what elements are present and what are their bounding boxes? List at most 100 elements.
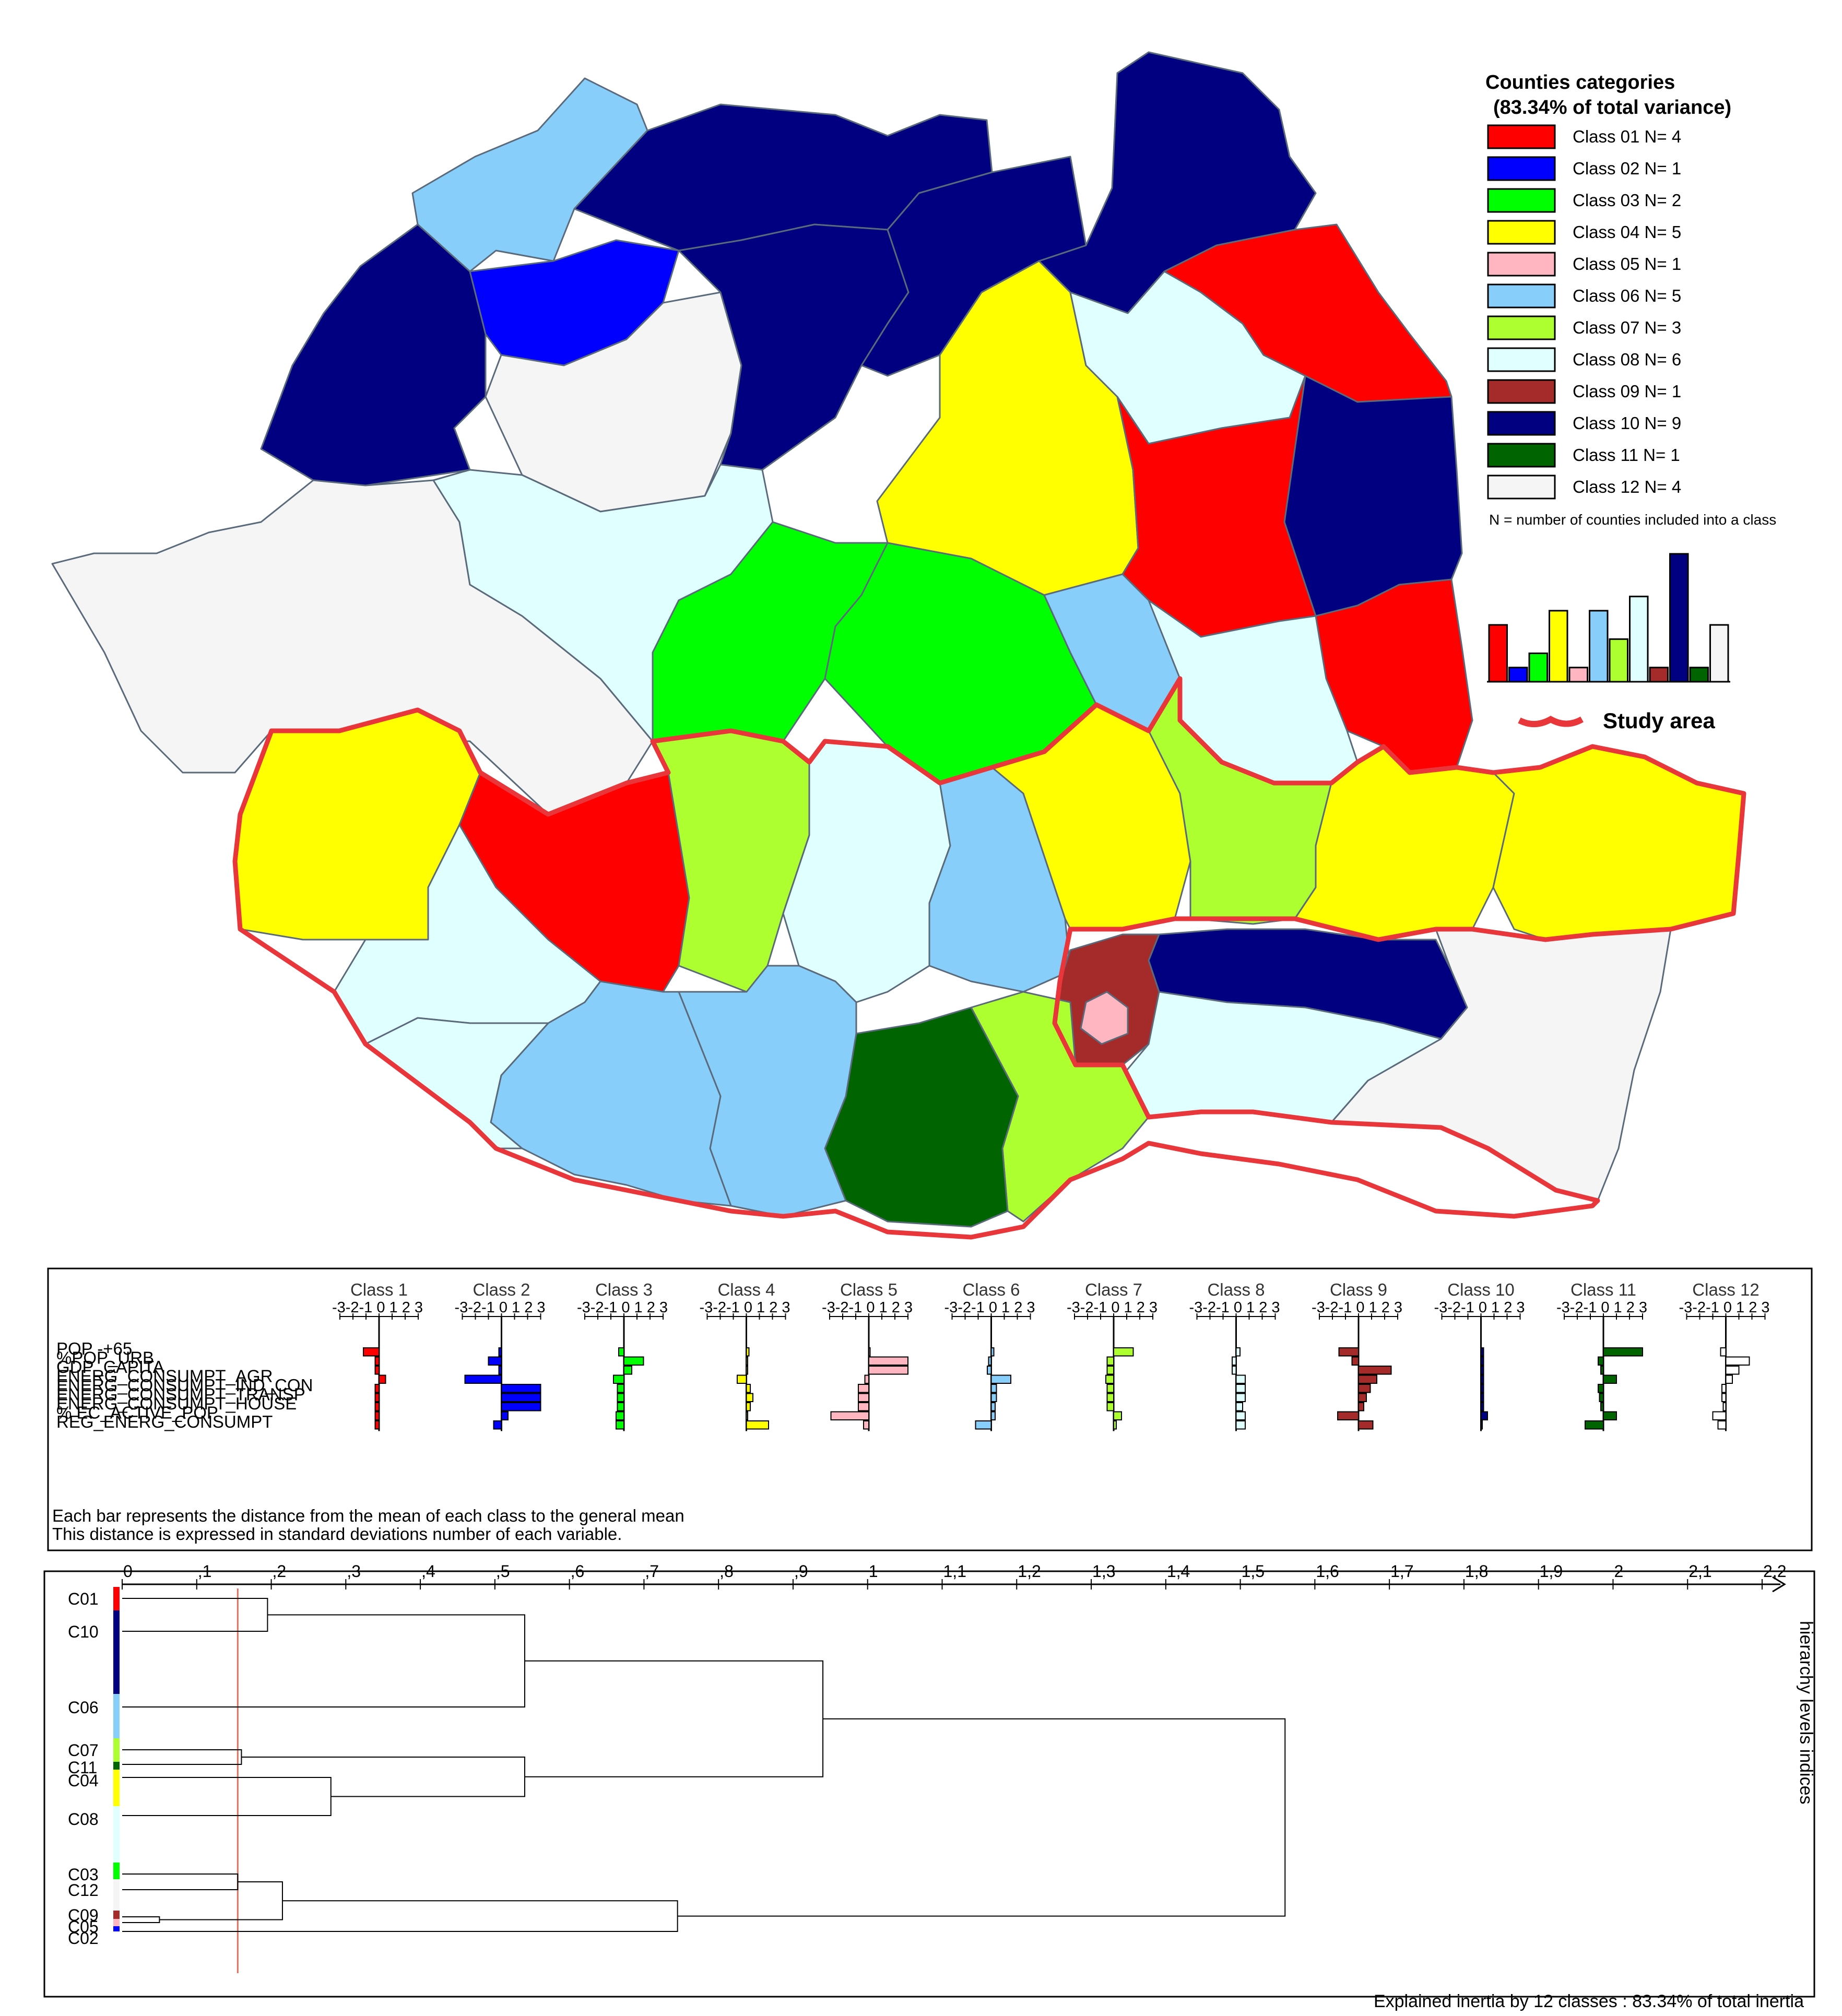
profile-bar — [374, 1420, 380, 1430]
dendrogram-tick-label: 2,1 — [1688, 1562, 1711, 1581]
dendrogram-tick-label: 1,8 — [1465, 1562, 1488, 1581]
dendrogram-tick-label: 0 — [123, 1562, 133, 1581]
profile-bar — [1235, 1393, 1246, 1402]
profile-bar — [1106, 1384, 1114, 1393]
legend-swatch — [1487, 411, 1556, 436]
profile-bar — [1232, 1366, 1237, 1375]
profile-axis-ticks: -3-2-1 0 1 2 3 — [1312, 1299, 1402, 1316]
profile-bar — [858, 1402, 869, 1412]
legend-item-label: Class 01 N= 4 — [1573, 127, 1681, 146]
dendrogram-leaf-color — [113, 1587, 120, 1610]
legend-swatch — [1487, 188, 1556, 213]
profile-bar — [1358, 1402, 1364, 1412]
profile-bar — [863, 1420, 869, 1430]
profile-bar — [501, 1393, 541, 1402]
profile-bar — [1725, 1374, 1733, 1384]
dendrogram-leaf-label: C03 — [68, 1865, 99, 1884]
dendrogram-tick-label: 2 — [1614, 1562, 1623, 1581]
profile-bar — [868, 1356, 908, 1366]
profile-bar — [488, 1356, 502, 1366]
dendrogram-footer: Explained inertia by 12 classes : 83.34%… — [1374, 1991, 1804, 2011]
profile-bar — [864, 1374, 869, 1384]
profile-bar — [1232, 1356, 1237, 1366]
dendrogram-tick-label: 1,7 — [1390, 1562, 1413, 1581]
dendrogram-leaf-label: C02 — [68, 1929, 99, 1948]
dendrogram-axis-arrow — [1772, 1576, 1786, 1593]
dendrogram-frame — [43, 1570, 1815, 1998]
legend-class-size-chart — [1487, 553, 1730, 683]
legend-item-label: Class 03 N= 2 — [1573, 191, 1681, 210]
class-profile-title: Class 10 — [1447, 1280, 1514, 1299]
profile-bar — [1106, 1402, 1114, 1412]
profile-bar — [858, 1384, 869, 1393]
class-size-bar — [1609, 638, 1628, 683]
profile-axis-ticks: -3-2-1 0 1 2 3 — [944, 1299, 1035, 1316]
profile-bar — [1113, 1420, 1117, 1430]
profile-bar — [374, 1366, 380, 1375]
profile-bar — [1603, 1347, 1643, 1357]
romania-map — [51, 51, 1746, 1240]
profile-bar — [1235, 1384, 1246, 1393]
class-size-bar — [1508, 667, 1528, 683]
dendrogram-tick-label: 1,3 — [1092, 1562, 1115, 1581]
profile-bar — [1235, 1347, 1241, 1357]
profile-bar — [1338, 1347, 1359, 1357]
dendrogram-tick-label: 1,5 — [1242, 1562, 1265, 1581]
class-profile-title: Class 8 — [1207, 1280, 1265, 1299]
dendrogram: 0 ,1 ,2 ,3 ,4 ,5 ,6 ,7 ,8 ,9 1 1,1 1,2 1,3 1,4 1,5 1,6 1,… — [68, 1562, 1786, 1973]
study-area-label: Study area — [1603, 708, 1715, 733]
profile-bar — [1235, 1402, 1243, 1412]
dendrogram-leaf-color — [113, 1738, 120, 1762]
profile-bar — [464, 1374, 502, 1384]
profile-bar — [501, 1411, 509, 1420]
dendrogram-leaf-label: C08 — [68, 1810, 99, 1829]
class-size-bar — [1649, 667, 1669, 683]
profile-bar — [1480, 1402, 1484, 1412]
profile-bar — [1480, 1347, 1484, 1357]
profile-bar — [990, 1347, 995, 1357]
variable-label: ENERG_CONSUMPT_IND_CON — [56, 1375, 313, 1395]
profile-bar — [374, 1384, 380, 1393]
legend-swatch — [1487, 443, 1556, 468]
dendrogram-tick-label: ,8 — [719, 1562, 734, 1581]
profiles-frame — [47, 1267, 1813, 1551]
variable-label: ENERG_CONSUMPT_HOUSE — [56, 1394, 297, 1413]
profile-bar — [1337, 1411, 1359, 1420]
dendrogram-leaf-color — [113, 1806, 120, 1863]
dendrogram-leaf-color — [113, 1863, 120, 1879]
class-size-bar — [1629, 596, 1649, 683]
dendrogram-link — [122, 1916, 160, 1923]
variable-label: ENERG_CONSUMPT_TRANSP — [56, 1385, 305, 1404]
dendrogram-tick-label: ,3 — [347, 1562, 361, 1581]
profile-bar — [1235, 1420, 1246, 1430]
class-size-bar — [1528, 653, 1548, 683]
profile-axis-ticks: -3-2-1 0 1 2 3 — [1189, 1299, 1280, 1316]
profile-bar — [1480, 1420, 1483, 1430]
profile-bar — [1358, 1420, 1374, 1430]
class-profile-title: Class 4 — [717, 1280, 775, 1299]
profile-bar — [1712, 1411, 1727, 1420]
profile-axis-ticks: -3-2-1 0 1 2 3 — [332, 1299, 423, 1316]
dendrogram-link — [241, 1757, 525, 1797]
profile-bar — [990, 1402, 996, 1412]
dendrogram-leaf-label: C04 — [68, 1771, 99, 1790]
dendrogram-leaf-label: C06 — [68, 1698, 99, 1717]
profile-bar — [1480, 1411, 1488, 1420]
profile-axis-ticks: -3-2-1 0 1 2 3 — [822, 1299, 913, 1316]
legend-swatch — [1487, 347, 1556, 372]
profile-bar — [379, 1374, 386, 1384]
dendrogram-leaf-color — [113, 1879, 120, 1911]
class-profile-title: Class 6 — [962, 1280, 1020, 1299]
profile-bar — [616, 1420, 624, 1430]
county — [1492, 745, 1745, 941]
profile-bar — [746, 1402, 751, 1412]
legend-item-label: Class 10 N= 9 — [1573, 413, 1681, 433]
profile-bar — [975, 1420, 992, 1430]
legend-swatch — [1487, 283, 1556, 309]
profile-bar — [374, 1393, 380, 1402]
legend-item-label: Class 04 N= 5 — [1573, 222, 1681, 242]
dendrogram-tick-label: 1,2 — [1018, 1562, 1041, 1581]
county — [260, 223, 487, 487]
profile-axis-ticks: -3-2-1 0 1 2 3 — [577, 1299, 668, 1316]
